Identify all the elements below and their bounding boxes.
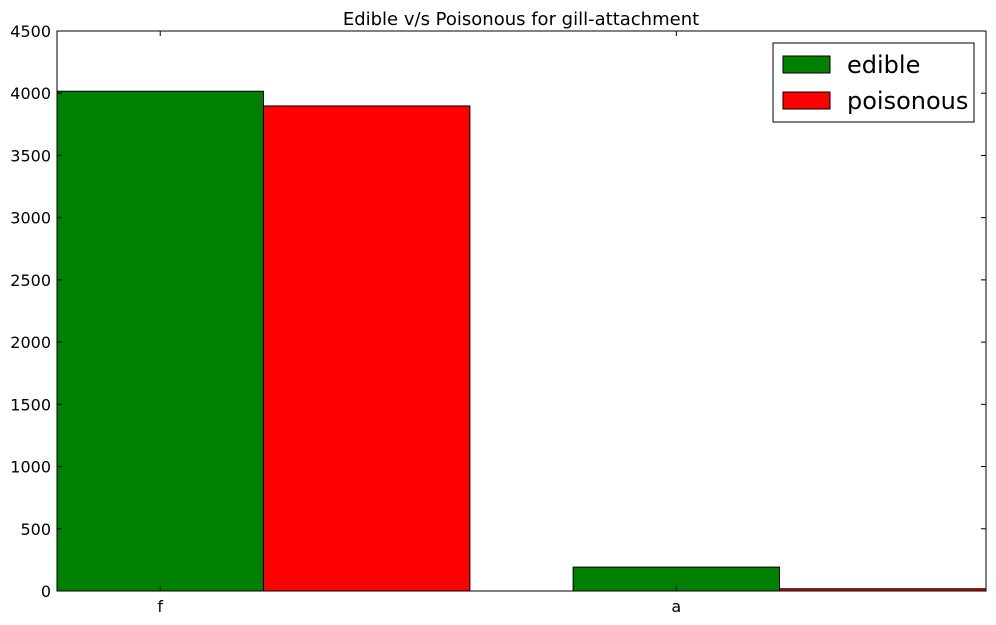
legend-label-edible: edible xyxy=(847,51,920,79)
bars-layer xyxy=(56,90,987,592)
axes-layer: 0 500 1000 1500 2000 2500 3000 3500 4000 4500 f a xyxy=(10,22,987,616)
bar-edible-f xyxy=(56,90,264,592)
y-tick-label: 3000 xyxy=(10,209,51,228)
x-tick-label: a xyxy=(671,597,681,616)
plot-frame xyxy=(56,30,987,592)
legend-label-poisonous: poisonous xyxy=(847,87,968,115)
legend-swatch-edible xyxy=(782,55,831,74)
y-tick-label: 4000 xyxy=(10,84,51,103)
y-tick-label: 2500 xyxy=(10,271,51,290)
y-tick-label: 4500 xyxy=(10,22,51,41)
legend: edible poisonous xyxy=(772,42,975,123)
y-tick-label: 1500 xyxy=(10,395,51,414)
y-tick-label: 0 xyxy=(41,582,51,601)
chart-title: Edible v/s Poisonous for gill-attachment xyxy=(343,9,699,30)
y-tick-label: 3500 xyxy=(10,146,51,165)
x-tick-label: f xyxy=(157,597,163,616)
bar-poisonous-f xyxy=(262,105,471,592)
y-tick-label: 2000 xyxy=(10,333,51,352)
y-tick-label: 500 xyxy=(20,520,51,539)
legend-swatch-poisonous xyxy=(782,91,831,110)
y-tick-label: 1000 xyxy=(10,458,51,477)
